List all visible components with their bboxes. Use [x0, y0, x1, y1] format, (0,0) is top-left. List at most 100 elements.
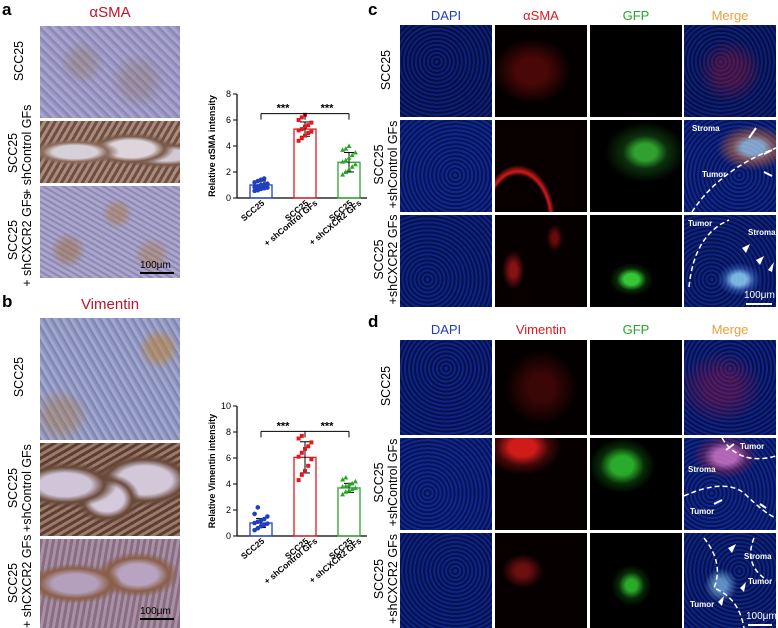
panel-c-channel-dapi: DAPI: [430, 8, 462, 23]
data-point: [296, 118, 301, 122]
dashed-boundary-c-r2: [691, 147, 776, 213]
data-point: [346, 143, 352, 148]
panel-a-row-label-1: SCC25: [12, 40, 26, 82]
data-point: [303, 133, 307, 138]
data-point: [296, 436, 301, 441]
sig-label: ***: [277, 420, 291, 432]
panel-d-row-label-1: SCC25: [379, 365, 393, 407]
arrow-c-r2-2: [763, 149, 773, 155]
arrow-d-r2-2: [713, 499, 723, 505]
arrow-c-r2-3: [763, 171, 773, 177]
c-r2-gfp: [590, 120, 682, 212]
ihc-b-scale-text: 100μm: [140, 606, 171, 617]
panel-c-overlays: [688, 127, 776, 288]
panel-c-channel-gfp: GFP: [622, 8, 650, 23]
ihc-a-scale-text: 100μm: [140, 260, 171, 271]
arrow-c-r2-1: [748, 127, 757, 139]
data-point: [261, 516, 267, 522]
panel-d-row-label-2: SCC25 +shControl GFs: [372, 438, 400, 527]
panel-c-scale-bar: [746, 303, 772, 305]
panel-c-annotation-stroma-2: Stroma: [748, 228, 776, 237]
data-point: [340, 476, 346, 482]
ihc-a-scc25: [40, 26, 180, 118]
data-point: [309, 129, 314, 134]
data-point: [265, 185, 270, 190]
data-point: [306, 444, 311, 449]
data-point: [299, 127, 304, 132]
arrowhead-d-r3-3: [718, 596, 724, 606]
panel-d-annotation-tumor-2: Tumor: [690, 507, 715, 516]
panel-d-overlays: [684, 438, 776, 628]
panel-c-row-label-1: SCC25: [379, 49, 393, 91]
y-axis-label: Relative αSMA intensity: [207, 95, 217, 197]
data-point: [343, 483, 349, 488]
y-tick-label: 8: [226, 89, 231, 99]
arrowhead-c-r3-1: [742, 244, 750, 253]
d-r1-gfp: [590, 340, 682, 435]
data-point: [306, 463, 311, 468]
panel-d-scale-bar: [748, 624, 772, 626]
data-point: [303, 469, 307, 473]
arrowhead-d-r3-2: [740, 582, 746, 592]
panel-c-annotation-stroma-1: Stroma: [692, 124, 720, 133]
ihc-a-scale-bar: [140, 272, 174, 274]
x-tick-label: SCC25: [239, 536, 267, 561]
arrow-d-r2-3: [759, 503, 767, 509]
data-point: [265, 521, 270, 526]
data-point: [309, 457, 314, 462]
data-point: [306, 131, 311, 135]
data-point: [346, 482, 352, 487]
panel-c-scale-text: 100μm: [744, 290, 775, 301]
ihc-b-shcontrol: [40, 443, 180, 536]
d-r1-merge: [684, 340, 776, 435]
d-r3-gfp: [590, 533, 682, 628]
data-point: [343, 146, 349, 151]
data-point: [299, 472, 304, 477]
panel-d-annotation-tumor-4: Tumor: [690, 600, 715, 609]
data-point: [352, 485, 358, 490]
panel-d-row-label-3: SCC25 +shCXCR2 GFs: [372, 534, 400, 624]
c-r3-asma: [495, 215, 587, 307]
sig-label: ***: [321, 420, 335, 432]
c-r2-dapi: [400, 120, 492, 212]
data-point: [340, 159, 346, 164]
c-r1-gfp: [590, 25, 682, 117]
arrow-d-r2-1: [725, 443, 735, 451]
data-point: [255, 505, 261, 510]
ihc-b-scc25: [40, 318, 180, 440]
ihc-a-shcxcr2: [40, 186, 180, 278]
panel-d-scale-text: 100μm: [746, 611, 777, 622]
y-tick-label: 2: [226, 505, 231, 515]
sig-label: ***: [321, 103, 335, 115]
d-r1-dapi: [400, 340, 492, 435]
data-point: [346, 155, 352, 160]
y-axis-label: Relative Vimentin intensity: [207, 414, 217, 528]
panel-b-stain-title: Vimentin: [80, 296, 140, 313]
d-r3-dapi: [400, 533, 492, 628]
panel-c-channel-merge: Merge: [711, 8, 749, 23]
d-r2-gfp: [590, 438, 682, 530]
data-point: [252, 511, 257, 517]
dashed-boundary-d-r3-2: [749, 537, 765, 579]
panel-d-letter: d: [368, 312, 379, 331]
ihc-b-scale-bar: [140, 618, 174, 620]
data-point: [299, 136, 304, 141]
data-point: [265, 181, 270, 186]
data-point: [343, 475, 349, 480]
panel-a-letter: a: [2, 0, 12, 19]
data-point: [309, 440, 314, 445]
panel-c-annotation-tumor-2: Tumor: [688, 219, 713, 228]
panel-d-channel-gfp: GFP: [622, 322, 650, 337]
panel-c-channel-asma: αSMA: [523, 8, 559, 23]
data-point: [340, 147, 346, 152]
data-point: [299, 115, 304, 120]
y-tick-label: 4: [226, 479, 231, 489]
data-point: [349, 152, 355, 158]
dashed-boundary-c-r3: [688, 219, 730, 288]
c-r1-asma: [495, 25, 587, 117]
panel-c-row-label-3: SCC25 +shCXCR2 GFs: [372, 214, 400, 305]
data-point: [296, 138, 301, 143]
c-r3-gfp: [590, 215, 682, 307]
data-point: [349, 480, 355, 486]
